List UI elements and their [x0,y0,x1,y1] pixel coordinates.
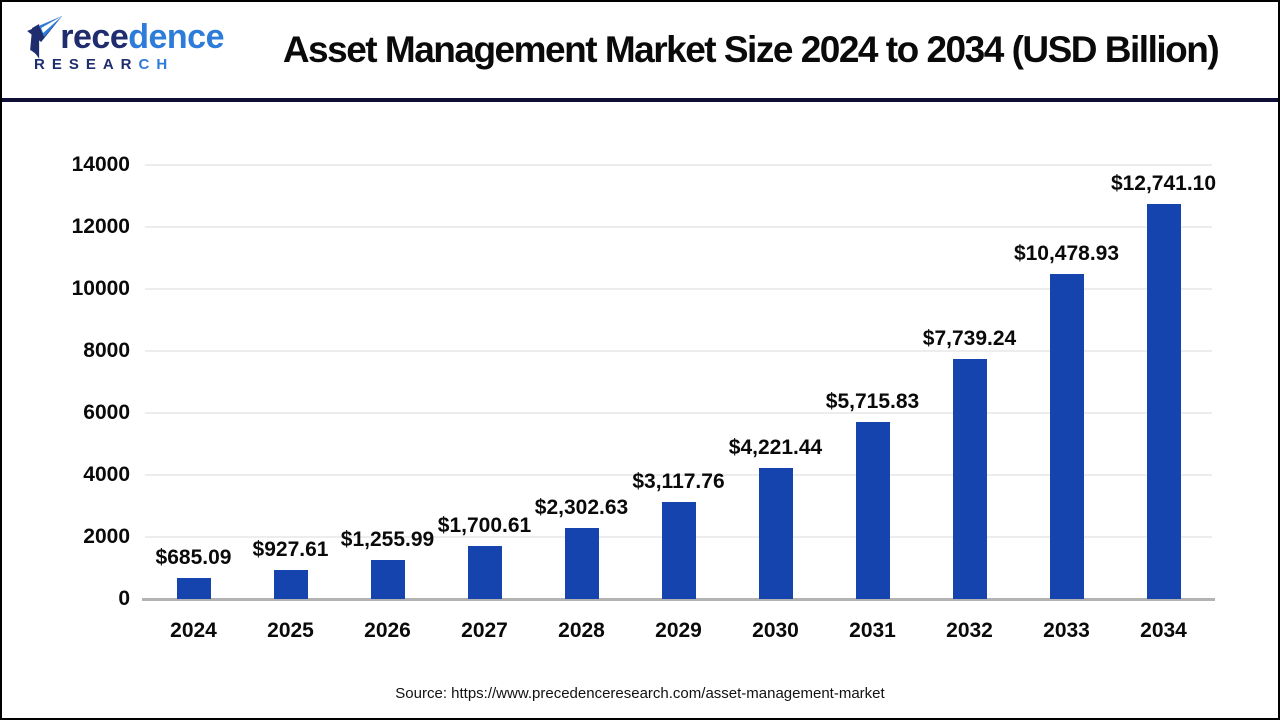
x-tick-label: 2032 [946,619,993,642]
logo-brand-row: recedence [24,14,224,62]
bar-value-label: $12,741.10 [1110,172,1217,196]
precedence-research-logo: recedence RESEARCH [24,14,224,73]
y-tick-label: 6000 [83,401,130,424]
x-tick-label: 2034 [1140,619,1187,642]
logo-research-part2: CH [138,56,175,73]
bar-value-label: $3,117.76 [632,470,725,494]
y-tick-label: 8000 [83,339,130,362]
bar-value-label: $4,221.44 [728,436,823,460]
x-tick-label: 2031 [849,619,896,642]
bar-value-label: $685.09 [155,545,232,569]
bar [1049,274,1084,599]
bar-value-label: $1,700.61 [437,514,532,538]
x-tick-label: 2026 [364,619,411,642]
logo-wordmark: recedence [60,14,224,60]
logo-research-part1: RESEAR [34,56,139,73]
bar [273,570,308,599]
bar [1146,204,1181,599]
x-tick-label: 2030 [752,619,799,642]
bar [758,468,793,599]
bar [467,546,502,599]
bar [952,359,987,599]
paper-plane-icon [27,16,63,59]
gridline [145,164,1212,166]
header-bar: recedence RESEARCH Asset Management Mark… [2,2,1278,102]
gridline [145,288,1212,290]
logo-wordmark-part2: dence [128,18,224,56]
bar-value-label: $2,302.63 [534,495,629,519]
x-tick-label: 2028 [558,619,605,642]
y-tick-label: 0 [118,587,130,610]
bar [176,577,211,599]
x-tick-label: 2027 [461,619,508,642]
bar-value-label: $927.61 [252,538,329,562]
bar [564,527,599,599]
source-attribution: Source: https://www.precedenceresearch.c… [395,685,885,702]
y-tick-label: 10000 [71,277,130,300]
y-tick-label: 14000 [71,153,130,176]
y-tick-label: 4000 [83,463,130,486]
x-tick-label: 2033 [1043,619,1090,642]
gridline [145,412,1212,414]
chart-title: Asset Management Market Size 2024 to 203… [282,29,1220,70]
x-tick-label: 2025 [267,619,314,642]
bar [370,560,405,599]
x-tick-label: 2024 [170,619,217,642]
logo-research-text: RESEARCH [34,56,224,73]
gridline [145,226,1212,228]
y-tick-label: 12000 [71,215,130,238]
bar-value-label: $1,255.99 [340,528,435,552]
x-tick-label: 2029 [655,619,702,642]
bar [661,502,696,599]
bar-value-label: $10,478.93 [1013,242,1120,266]
logo-wordmark-part1: rece [60,18,129,56]
bar-value-label: $7,739.24 [922,327,1017,351]
bar [855,421,890,599]
y-tick-label: 2000 [83,525,130,548]
gridline [145,474,1212,476]
bar-value-label: $5,715.83 [825,389,920,413]
x-axis-line [142,598,1215,601]
gridline [145,350,1212,352]
